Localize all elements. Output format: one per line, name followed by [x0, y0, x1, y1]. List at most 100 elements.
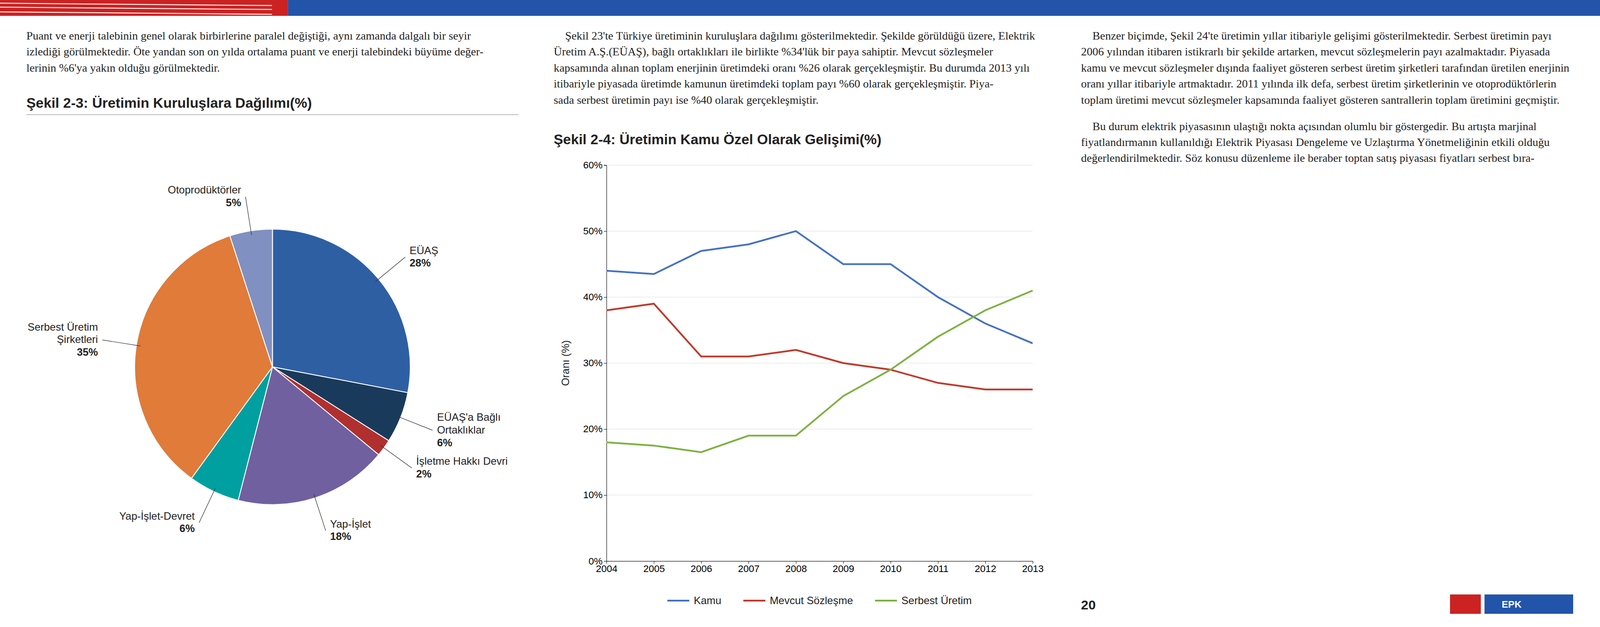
leader-line [199, 487, 216, 523]
text-line: Ortaklıklar [437, 423, 486, 436]
slice-value-label: 5% [226, 196, 242, 209]
x-tick-label: 2013 [1022, 563, 1044, 575]
slice-label: Yap-İşlet-Devret [119, 510, 195, 523]
text-line: lerinin %6'ya yakın olduğu görülmektedir… [26, 61, 220, 75]
y-tick-label: 0% [588, 555, 603, 567]
grid [606, 165, 1033, 562]
leader-line [380, 445, 412, 469]
grid-line [606, 494, 1033, 496]
text-line: kapsamında alınan toplam enerjinin üreti… [553, 61, 1030, 75]
footer: 20 EPK [1081, 594, 1574, 614]
x-tick: 2010 [880, 561, 902, 575]
header-bar [0, 0, 1600, 16]
x-tick: 2005 [643, 561, 665, 575]
y-tick-label: 60% [583, 159, 603, 171]
text-line: Üretim A.Ş.(EÜAŞ), bağlı ortaklıkları il… [553, 45, 994, 59]
text-line: 2006 yılından itibaren istikrarlı bir şe… [1081, 45, 1551, 59]
slice-label: EÜAŞ [409, 244, 439, 257]
x-tick-label: 2006 [690, 563, 713, 575]
y-tick-mark [603, 165, 607, 166]
legend-item: Kamu [667, 594, 722, 607]
text-line: fiyatlandırmanın kullanıldığı Elektrik P… [1081, 135, 1550, 149]
page-number: 20 [1081, 597, 1096, 613]
legend-label: Serbest Üretim [901, 594, 972, 607]
y-tick: 40% [583, 291, 607, 303]
paragraph: Bu durum elektrik piyasasının ulaştığı n… [1081, 120, 1550, 165]
slice-label: EÜAŞ'a BağlıOrtaklıklar [437, 411, 501, 436]
text-line: Yap-İşlet [330, 518, 372, 530]
plot-area [606, 231, 1033, 453]
leader-line [375, 257, 406, 282]
header-swoosh [0, 3, 272, 6]
axis-domain [603, 165, 607, 562]
legend-item: Mevcut Sözleşme [743, 594, 853, 607]
x-tick-label: 2009 [832, 563, 855, 575]
slice-value-label: 6% [437, 436, 453, 449]
slice-value-label: 28% [409, 256, 431, 269]
leader-line [245, 197, 252, 236]
header-swoosh [0, 7, 272, 10]
slice-label: Otoprodüktörler [167, 183, 242, 196]
logo-blue [1484, 594, 1574, 614]
text-line: Bu durum elektrik piyasasının ulaştığı n… [1081, 120, 1537, 133]
legend-label: Mevcut Sözleşme [769, 594, 853, 607]
text-line: izlediği görülmektedir. Öte yandan son o… [26, 45, 484, 59]
legend-swatch [875, 599, 898, 602]
chart-title: Şekil 2-4: Üretimin Kamu Özel Olarak Gel… [553, 131, 882, 148]
text-line: İşletme Hakkı Devri [416, 455, 508, 468]
y-tick-mark [603, 231, 607, 232]
x-tick-label: 2010 [880, 563, 902, 575]
x-tick-label: 2012 [974, 563, 997, 575]
slice-value-label: 2% [416, 467, 432, 480]
y-tick: 20% [583, 423, 607, 435]
y-axis-title: Oranı (%) [559, 340, 572, 387]
pie-slice [272, 229, 411, 393]
grid-line [606, 362, 1033, 364]
y-tick: 0% [588, 555, 607, 567]
text-line: EÜAŞ'a Bağlı [437, 411, 501, 424]
x-tick: 2006 [690, 561, 713, 575]
y-tick: 50% [583, 225, 607, 237]
y-tick-label: 50% [583, 225, 603, 237]
legend-swatch [743, 599, 766, 602]
text-line: Şirketleri [56, 333, 98, 346]
slice-label: Serbest ÜretimŞirketleri [27, 321, 99, 346]
y-tick: 60% [583, 159, 607, 171]
y-tick: 30% [583, 357, 607, 369]
text-line: oranı yıllar itibariyle artmaktadır. 201… [1081, 77, 1557, 91]
text-line: EÜAŞ [409, 244, 439, 257]
x-tick-label: 2008 [785, 563, 808, 575]
logo-text: EPK [1501, 599, 1522, 611]
text-line: kamu ve mevcut sözleşmeler dışında faali… [1081, 61, 1570, 75]
x-tick-label: 2005 [643, 563, 665, 575]
header-bar-blue [288, 0, 1600, 16]
series-line [606, 303, 1033, 390]
y-tick-label: 40% [583, 291, 603, 303]
y-tick-mark [603, 429, 607, 430]
y-tick-label: 30% [583, 357, 603, 369]
y-tick-mark [603, 495, 607, 496]
header-bar-red [0, 0, 289, 16]
text-line: Benzer biçimde, Şekil 24'te üretimin yıl… [1081, 29, 1552, 43]
divider [26, 114, 519, 116]
x-axis: 2004200520062007200820092010201120122013 [595, 561, 1044, 575]
text-line: Puant ve enerji talebinin genel olarak b… [26, 29, 472, 43]
text-line: Otoprodüktörler [167, 183, 242, 196]
grid-line [606, 296, 1033, 298]
slice-value-label: 6% [179, 522, 195, 535]
leader-line [102, 339, 141, 347]
grid-line [606, 428, 1033, 430]
axis-domain [606, 561, 1034, 565]
x-tick: 2009 [832, 561, 855, 575]
page: Puant ve enerji talebinin genel olarak b… [0, 0, 1600, 627]
slice-label: İşletme Hakkı Devri [416, 455, 508, 468]
chart-title: Şekil 2-3: Üretimin Kuruluşlara Dağılımı… [26, 94, 312, 111]
slice-value-label: 18% [330, 530, 352, 543]
text-line: itibariyle piyasada üretimde kamunun üre… [553, 77, 994, 91]
x-tick: 2008 [785, 561, 808, 575]
leader-line [396, 416, 433, 431]
header-text: Puant ve enerji talebinin genel olarak b… [26, 29, 484, 75]
x-tick-label: 2007 [737, 563, 760, 575]
y-axis: 0% 10% 20% 30% 40% 50% 60% [583, 159, 607, 567]
y-tick-label: 10% [583, 489, 603, 501]
